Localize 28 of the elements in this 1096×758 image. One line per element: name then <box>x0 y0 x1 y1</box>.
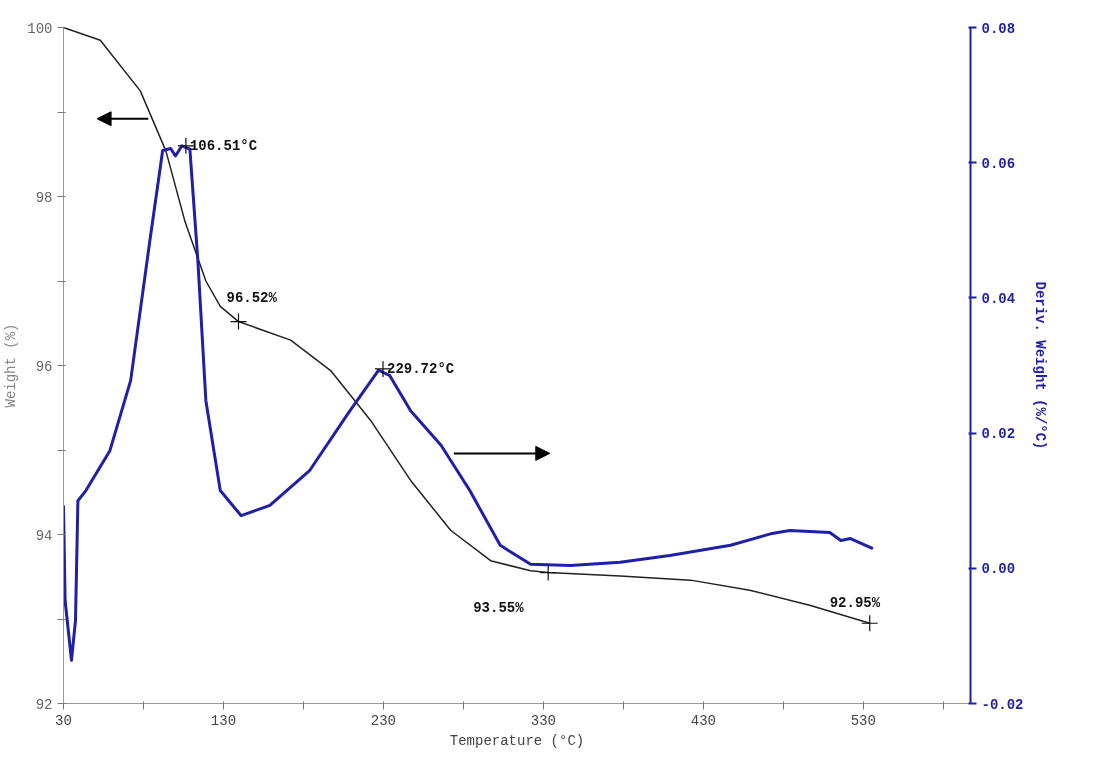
y-tick-label: 92 <box>35 696 53 713</box>
x-tick-label: 30 <box>55 712 72 729</box>
y2-tick-label: 0.02 <box>981 426 1016 443</box>
y-tick-label: 100 <box>27 20 53 37</box>
annotation: 106.51°C <box>189 137 258 154</box>
x-tick-label: 430 <box>690 712 716 729</box>
x-tick-label: 230 <box>370 712 397 729</box>
x-tick-label: 530 <box>850 712 876 729</box>
y-tick-label: 94 <box>35 527 53 544</box>
y2-tick-label: -0.02 <box>981 696 1024 713</box>
y-axis-title: Weight (%) <box>3 323 20 408</box>
x-axis-title: Temperature (°C) <box>449 732 585 749</box>
x-tick-label: 130 <box>210 712 237 729</box>
x-tick-label: 330 <box>530 712 557 729</box>
annotation: 93.55% <box>473 599 525 616</box>
annotation: 229.72°C <box>386 360 455 377</box>
y-tick-label: 98 <box>35 189 53 206</box>
y2-tick-label: 0.08 <box>981 20 1016 37</box>
annotation: 92.95% <box>829 595 881 612</box>
y2-axis-title: Deriv. Weight (%/°C) <box>1031 281 1048 450</box>
point <box>229 312 248 331</box>
y2-tick-label: 0.00 <box>981 561 1016 578</box>
y-tick-label: 96 <box>35 358 53 375</box>
point <box>539 563 557 582</box>
annotation: 96.52% <box>226 289 278 306</box>
y2-tick-label: 0.04 <box>981 290 1016 307</box>
y2-tick-label: 0.06 <box>981 155 1016 172</box>
point <box>861 614 879 632</box>
